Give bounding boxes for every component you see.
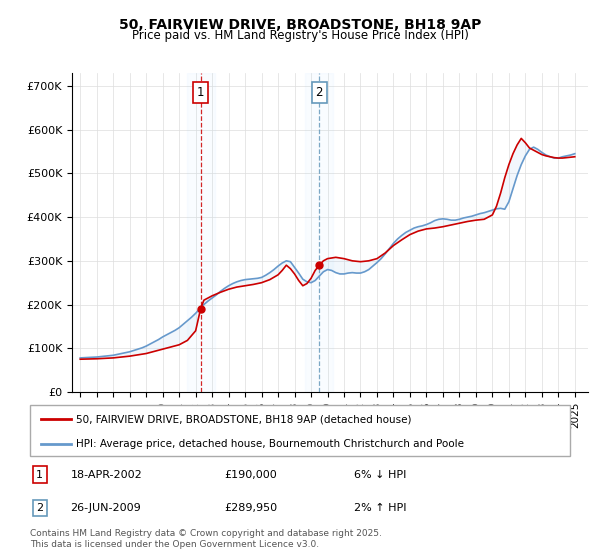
Text: Contains HM Land Registry data © Crown copyright and database right 2025.
This d: Contains HM Land Registry data © Crown c…	[30, 529, 382, 549]
Text: £190,000: £190,000	[224, 470, 277, 480]
Text: HPI: Average price, detached house, Bournemouth Christchurch and Poole: HPI: Average price, detached house, Bour…	[76, 438, 464, 449]
Text: 1: 1	[36, 470, 43, 480]
Text: 2: 2	[316, 86, 323, 99]
Text: Price paid vs. HM Land Registry's House Price Index (HPI): Price paid vs. HM Land Registry's House …	[131, 29, 469, 42]
Text: 50, FAIRVIEW DRIVE, BROADSTONE, BH18 9AP: 50, FAIRVIEW DRIVE, BROADSTONE, BH18 9AP	[119, 18, 481, 32]
Text: 2: 2	[36, 503, 43, 513]
Text: 1: 1	[197, 86, 205, 99]
Text: £289,950: £289,950	[224, 503, 278, 513]
Text: 6% ↓ HPI: 6% ↓ HPI	[354, 470, 406, 480]
Text: 18-APR-2002: 18-APR-2002	[71, 470, 142, 480]
Bar	[187, 73, 215, 392]
Bar	[305, 73, 333, 392]
Text: 26-JUN-2009: 26-JUN-2009	[71, 503, 141, 513]
FancyBboxPatch shape	[30, 405, 570, 456]
Text: 2% ↑ HPI: 2% ↑ HPI	[354, 503, 407, 513]
Text: 50, FAIRVIEW DRIVE, BROADSTONE, BH18 9AP (detached house): 50, FAIRVIEW DRIVE, BROADSTONE, BH18 9AP…	[76, 414, 412, 424]
